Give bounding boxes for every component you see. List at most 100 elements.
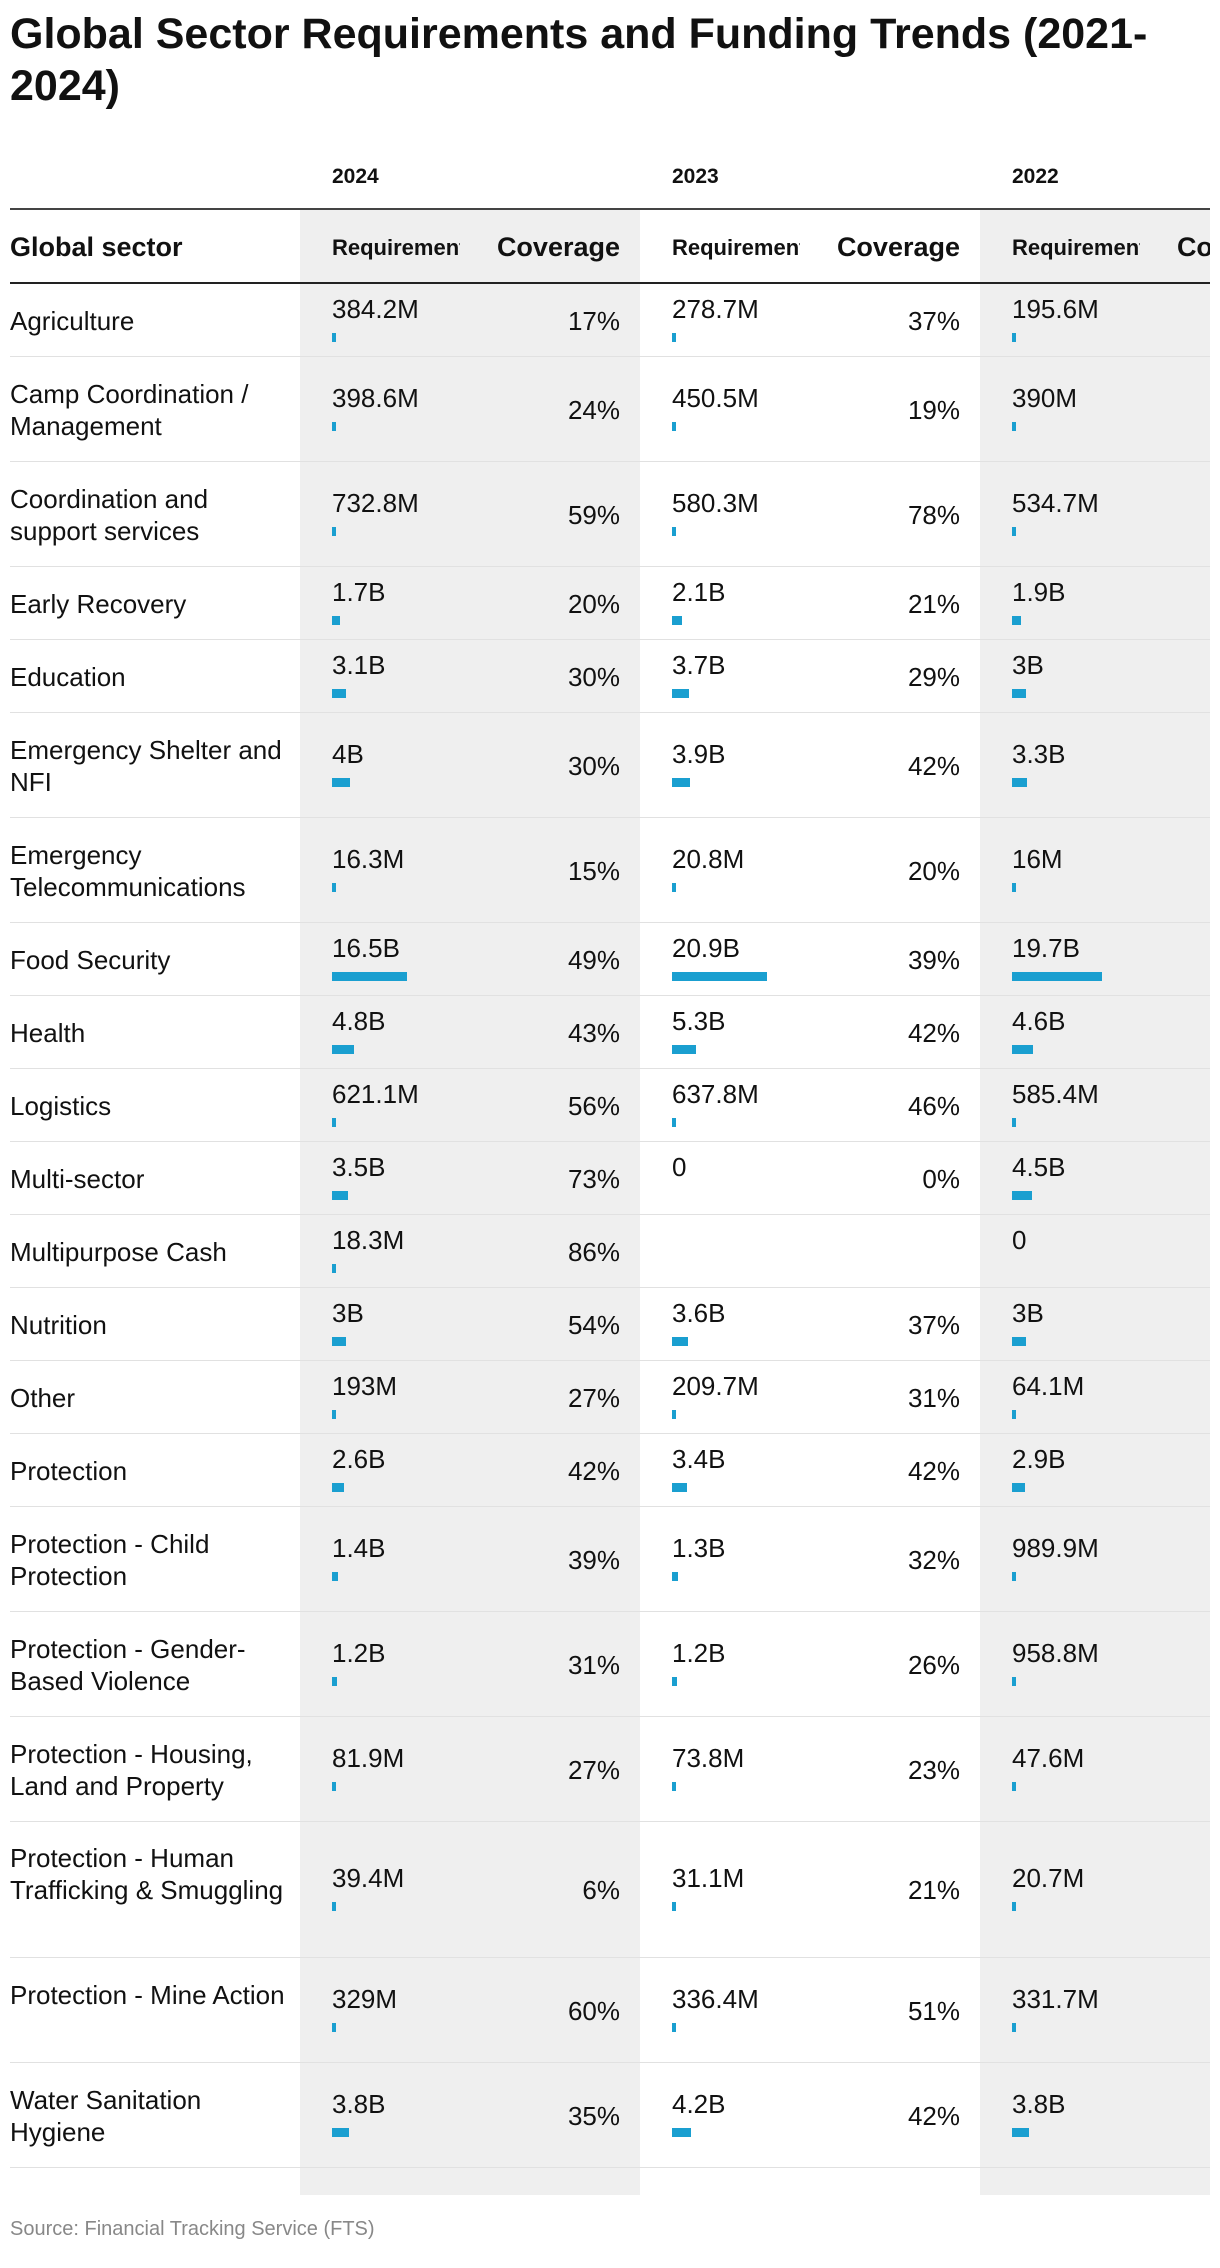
requirement-value: 3.4B [672, 1443, 726, 1474]
requirement-value: 331.7M [1012, 1983, 1099, 2014]
requirement-bar [672, 1117, 676, 1127]
requirement-bar [672, 421, 676, 431]
requirement-bar [672, 526, 676, 536]
coverage-value: 51% [907, 1995, 960, 2026]
table-row: Logistics 621.1M 56% 637.8M 46% 585.4M [10, 1069, 1210, 1142]
sector-name: Protection - Housing, Land and Property [10, 1738, 253, 1801]
requirement-bar [332, 1190, 348, 1200]
requirement-value: 4.5B [1012, 1151, 1066, 1182]
requirement-bar [332, 1336, 346, 1346]
requirement-value: 81.9M [332, 1742, 405, 1773]
year-label: 2024 [332, 165, 379, 188]
requirement-bar [672, 1781, 676, 1791]
requirement-bar [672, 1336, 689, 1346]
requirement-bar [332, 882, 336, 892]
requirement-value: 2.6B [332, 1443, 386, 1474]
requirement-value: 3.6B [672, 1297, 726, 1328]
coverage-value: 43% [567, 1017, 620, 1048]
requirement-bar [332, 1263, 336, 1273]
table-row: Emergency Telecommunications 16.3M 15% 20.8… [10, 818, 1210, 923]
coverage-column-header[interactable]: Coverage [836, 232, 960, 262]
coverage-value: 19% [907, 394, 960, 425]
requirement-bar [332, 1044, 354, 1054]
requirement-bar [332, 421, 336, 431]
coverage-value: 37% [907, 1309, 960, 1340]
table-row: Agriculture 384.2M 17% 278.7M 37% 195.6M [10, 284, 1210, 357]
requirement-value: 193M [332, 1370, 398, 1401]
requirement-value: 16M [1012, 843, 1063, 874]
year-label: 2023 [672, 165, 719, 188]
requirement-bar [1012, 2022, 1016, 2032]
requirements-column-header[interactable]: Requirements [332, 235, 460, 260]
requirement-bar [332, 1902, 336, 1911]
requirement-bar [672, 615, 682, 625]
source-note: Source: Financial Tracking Service (FTS) [10, 2218, 375, 2240]
requirement-bar [672, 777, 690, 787]
requirement-value: 534.7M [1012, 487, 1099, 518]
requirement-value: 989.9M [1012, 1532, 1099, 1563]
requirement-bar [672, 2022, 676, 2032]
coverage-value: 31% [567, 1649, 620, 1680]
sector-name: Protection - Mine Action [10, 1979, 285, 2010]
table-row: Early Recovery 1.7B 20% 2.1B 21% 1.9B [10, 567, 1210, 640]
coverage-value: 27% [567, 1754, 620, 1785]
coverage-value: 46% [907, 1090, 960, 1121]
table-row: Multipurpose Cash 18.3M 86% 0 [10, 1215, 1210, 1288]
requirements-column-header[interactable]: Requirements [1012, 235, 1140, 260]
requirement-bar [332, 526, 336, 536]
requirement-bar [672, 882, 676, 892]
requirement-bar [1012, 971, 1102, 981]
sector-name: Logistics [10, 1090, 112, 1121]
sector-name: Early Recovery [10, 588, 187, 619]
coverage-column-header[interactable]: Coverage [496, 232, 620, 262]
coverage-value: 23% [907, 1754, 960, 1785]
coverage-column-header[interactable]: Coverage [1176, 232, 1210, 262]
requirement-bar [672, 1571, 678, 1581]
requirement-value: 195.6M [1012, 293, 1099, 324]
coverage-value: 32% [907, 1544, 960, 1575]
requirement-bar [1012, 1336, 1026, 1346]
table-row: Protection 2.6B 42% 3.4B 42% 2.9B [10, 1434, 1210, 1507]
requirement-value: 3.1B [332, 649, 386, 680]
coverage-value: 31% [907, 1382, 960, 1413]
coverage-value: 17% [567, 305, 620, 336]
coverage-value: 37% [907, 305, 960, 336]
coverage-value: 20% [567, 588, 620, 619]
sector-name: Protection - Gender-Based Violence [10, 1633, 246, 1696]
requirement-value: 1.2B [332, 1637, 386, 1668]
requirement-bar [1012, 526, 1016, 536]
requirements-column-header[interactable]: Requirements [672, 235, 800, 260]
requirement-value: 1.7B [332, 576, 386, 607]
requirement-value: 0 [1012, 1224, 1027, 1255]
coverage-value: 30% [567, 661, 620, 692]
data-table: 2024 2023 2022 Global sector Requirement… [10, 150, 1210, 2195]
coverage-value: 39% [907, 944, 960, 975]
requirement-bar [672, 1482, 688, 1492]
table-row: Multi-sector 3.5B 73% 0 0% 4.5B [10, 1142, 1210, 1215]
coverage-value: 42% [567, 1455, 620, 1486]
sector-name: Agriculture [10, 305, 135, 336]
coverage-value: 86% [567, 1236, 620, 1267]
coverage-value: 29% [907, 661, 960, 692]
requirement-bar [672, 688, 689, 698]
sector-name: Multipurpose Cash [10, 1236, 227, 1267]
requirement-value: 580.3M [672, 487, 759, 518]
requirement-value: 3.5B [332, 1151, 386, 1182]
requirement-value: 1.3B [672, 1532, 726, 1563]
coverage-value: 15% [567, 855, 620, 886]
year-column-shade [980, 210, 1210, 2195]
requirement-bar [332, 332, 336, 342]
sector-name: Protection - Child Protection [10, 1528, 210, 1591]
table-row: Nutrition 3B 54% 3.6B 37% 3B [10, 1288, 1210, 1361]
requirement-bar [672, 971, 767, 981]
requirement-bar [332, 1117, 336, 1127]
header-bottom-rule [10, 282, 1210, 284]
requirement-value: 20.8M [672, 843, 745, 874]
requirement-value: 19.7B [1012, 932, 1080, 963]
requirement-bar [332, 1571, 339, 1581]
sector-column-header[interactable]: Global sector [10, 232, 183, 262]
sector-name: Other [10, 1382, 76, 1413]
requirement-value: 4.8B [332, 1005, 386, 1036]
requirement-value: 621.1M [332, 1078, 419, 1109]
requirement-bar [672, 1044, 697, 1054]
